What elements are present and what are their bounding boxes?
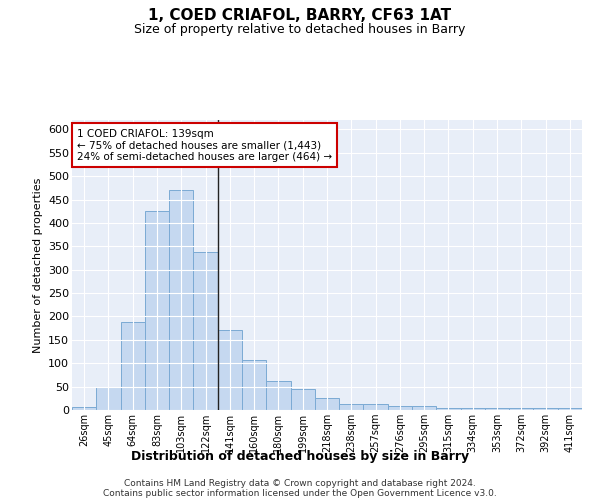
Bar [461,408,485,410]
Bar [558,408,582,410]
Bar [218,330,242,410]
Bar [388,406,412,410]
Bar [412,406,436,410]
Bar [315,398,339,410]
Text: Size of property relative to detached houses in Barry: Size of property relative to detached ho… [134,22,466,36]
Bar [290,389,315,410]
Text: Contains public sector information licensed under the Open Government Licence v3: Contains public sector information licen… [103,488,497,498]
Bar [121,322,145,410]
Bar [533,408,558,410]
Bar [96,386,121,410]
Text: Distribution of detached houses by size in Barry: Distribution of detached houses by size … [131,450,469,463]
Bar [436,408,461,410]
Bar [145,211,169,410]
Y-axis label: Number of detached properties: Number of detached properties [32,178,43,352]
Bar [193,252,218,410]
Bar [485,408,509,410]
Bar [364,404,388,410]
Bar [242,360,266,410]
Text: 1, COED CRIAFOL, BARRY, CF63 1AT: 1, COED CRIAFOL, BARRY, CF63 1AT [148,8,452,22]
Bar [169,190,193,410]
Bar [266,381,290,410]
Bar [509,408,533,410]
Bar [339,404,364,410]
Text: Contains HM Land Registry data © Crown copyright and database right 2024.: Contains HM Land Registry data © Crown c… [124,478,476,488]
Bar [72,407,96,410]
Text: 1 COED CRIAFOL: 139sqm
← 75% of detached houses are smaller (1,443)
24% of semi-: 1 COED CRIAFOL: 139sqm ← 75% of detached… [77,128,332,162]
